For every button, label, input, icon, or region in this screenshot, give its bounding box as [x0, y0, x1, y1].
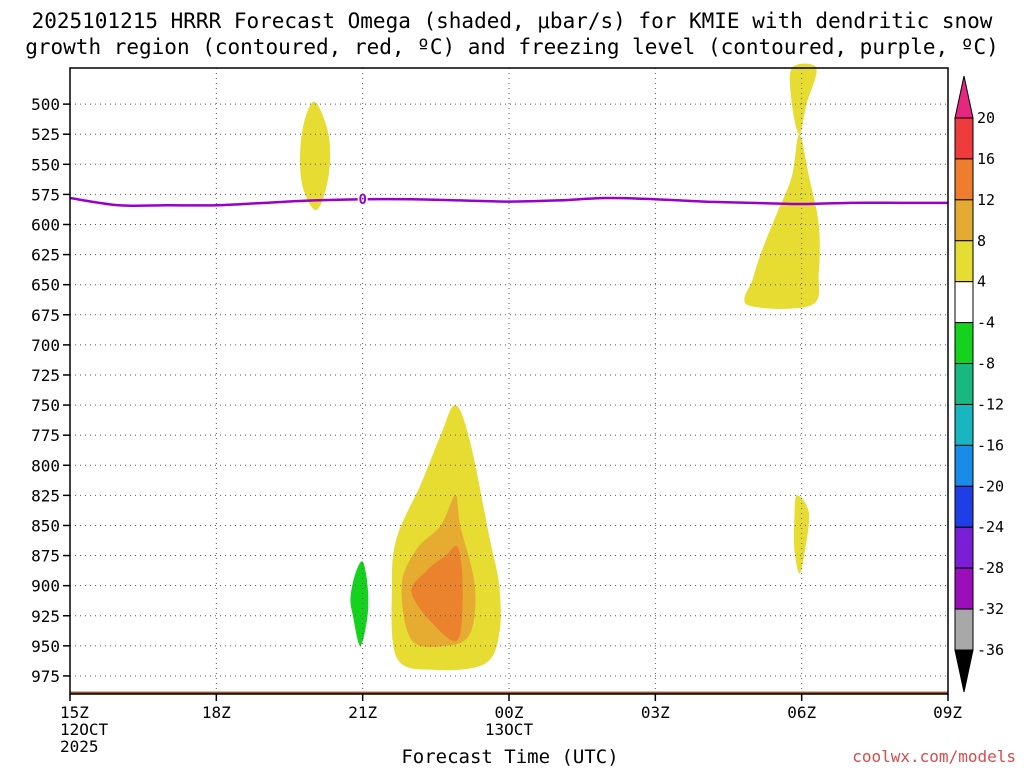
colorbar-label-7: -12	[977, 395, 1004, 413]
x-tick-year-15Z: 2025	[60, 737, 99, 756]
colorbar-segment-10	[954, 485, 974, 528]
omega-4to8-small-right	[793, 495, 810, 574]
colorbar-label-1: 16	[977, 150, 995, 168]
freezing-level-line	[69, 196, 948, 208]
colorbar-label-5: -4	[977, 314, 995, 332]
colorbar-segment-2	[954, 158, 974, 201]
colorbar: 20 16 12 8 4 -4 -8 -12 -16 -20 -24 -28 -32 -36	[954, 75, 1004, 693]
y-tick-label-900: 900	[31, 577, 60, 596]
ground-layer	[70, 691, 948, 694]
colorbar-segment-5	[954, 281, 974, 324]
colorbar-segment-11	[954, 526, 974, 569]
colorbar-label-0: 20	[977, 109, 995, 127]
y-tick-label-675: 675	[31, 306, 60, 325]
colorbar-label-9: -20	[977, 477, 1004, 495]
y-tick-label-550: 550	[31, 155, 60, 174]
x-tick-label-18Z: 18Z	[202, 703, 231, 722]
y-tick-label-925: 925	[31, 607, 60, 626]
plot-frame	[69, 67, 949, 695]
credit-link[interactable]: coolwx.com/models	[852, 747, 1016, 766]
x-tick-label-06Z: 06Z	[787, 703, 816, 722]
x-tick-label-21Z: 21Z	[348, 703, 377, 722]
colorbar-label-12: -32	[977, 600, 1004, 618]
y-tick-label-850: 850	[31, 516, 60, 535]
y-tick-label-750: 750	[31, 396, 60, 415]
colorbar-label-2: 12	[977, 191, 995, 209]
colorbar-label-6: -8	[977, 355, 995, 373]
colorbar-segment-12	[954, 567, 974, 610]
x-tick-label-09Z: 09Z	[933, 703, 962, 722]
omega-4to8-mid-right	[744, 134, 820, 309]
colorbar-label-4: 4	[977, 273, 986, 291]
title-line-1: 2025101215 HRRR Forecast Omega (shaded, …	[31, 9, 993, 33]
y-tick-label-825: 825	[31, 486, 60, 505]
x-tick-label-00Z: 00Z	[495, 703, 524, 722]
colorbar-segment-4	[954, 240, 974, 283]
omega-4to8-upper-left	[300, 101, 331, 211]
x-tick-date-15Z: 12OCT	[60, 720, 109, 739]
omega-shading-layer	[300, 63, 820, 671]
omega-4to8-top-right	[789, 63, 817, 135]
y-tick-label-800: 800	[31, 456, 60, 475]
freezing-level-layer: 0	[69, 191, 948, 208]
colorbar-segment-6	[954, 322, 974, 365]
colorbar-segment-9	[954, 444, 974, 487]
y-tick-label-500: 500	[31, 95, 60, 114]
y-tick-label-950: 950	[31, 637, 60, 656]
colorbar-segment-7	[954, 363, 974, 405]
x-tick-label-15Z: 15Z	[60, 703, 89, 722]
y-tick-label-575: 575	[31, 185, 60, 204]
x-axis-label: Forecast Time (UTC)	[401, 746, 619, 768]
ground-strip	[70, 691, 948, 694]
colorbar-segment-bottom	[954, 649, 974, 693]
y-axis: 500 525 550 575 600 625 650 675 700 725 750 775 800 8…	[31, 95, 70, 686]
y-tick-label-700: 700	[31, 336, 60, 355]
colorbar-label-10: -24	[977, 518, 1004, 536]
grid-layer	[70, 68, 948, 694]
colorbar-segment-3	[954, 199, 974, 242]
omega-12to16-lower	[411, 545, 463, 642]
y-tick-label-650: 650	[31, 276, 60, 295]
y-tick-label-975: 975	[31, 667, 60, 686]
freezing-level-label: 0	[358, 192, 366, 208]
omega-neg4to-8-green	[350, 561, 369, 646]
chart-title: 2025101215 HRRR Forecast Omega (shaded, …	[0, 8, 1024, 60]
y-tick-label-600: 600	[31, 216, 60, 235]
colorbar-label-13: -36	[977, 641, 1004, 659]
colorbar-segment-8	[954, 403, 974, 446]
colorbar-segment-13	[954, 608, 974, 651]
freezing-level-label-bg	[357, 191, 368, 208]
title-line-2: growth region (contoured, red, ºC) and f…	[25, 35, 999, 59]
x-tick-date-00Z: 13OCT	[485, 720, 534, 739]
colorbar-label-8: -16	[977, 436, 1004, 454]
y-tick-label-875: 875	[31, 547, 60, 566]
colorbar-label-3: 8	[977, 232, 986, 250]
y-tick-label-725: 725	[31, 366, 60, 385]
y-tick-label-775: 775	[31, 426, 60, 445]
colorbar-segment-1	[954, 117, 974, 160]
x-tick-label-03Z: 03Z	[641, 703, 670, 722]
colorbar-label-11: -28	[977, 559, 1004, 577]
y-tick-label-525: 525	[31, 125, 60, 144]
colorbar-segment-top	[954, 75, 974, 119]
y-tick-label-625: 625	[31, 246, 60, 265]
